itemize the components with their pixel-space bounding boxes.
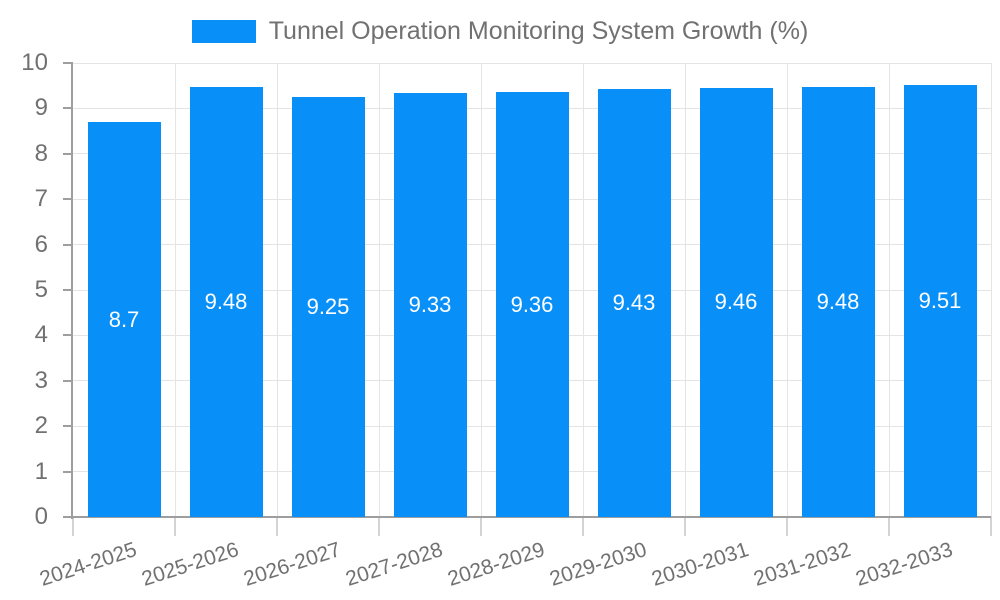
- y-tick: [63, 107, 73, 110]
- bar-value-label: 9.48: [816, 288, 860, 314]
- bar-value-label: 9.25: [306, 294, 350, 320]
- x-tick-label: 2025-2026: [138, 538, 242, 591]
- bar-value-label: 8.7: [108, 306, 140, 332]
- legend-swatch: [191, 19, 256, 43]
- x-tick: [378, 517, 380, 536]
- y-tick: [63, 152, 73, 155]
- bar-value-label: 9.46: [714, 289, 758, 315]
- x-tick: [72, 517, 74, 536]
- gridline-v: [174, 63, 176, 517]
- y-tick: [63, 198, 73, 201]
- chart-legend: Tunnel Operation Monitoring System Growt…: [0, 16, 1000, 46]
- bar: [291, 97, 365, 517]
- gridline-v: [888, 63, 890, 517]
- x-axis-line: [71, 516, 991, 518]
- y-tick: [63, 289, 73, 291]
- x-tick-label: 2029-2030: [546, 538, 650, 591]
- bar-value-label: 9.43: [612, 289, 656, 315]
- y-tick-label: 2: [34, 412, 48, 440]
- x-tick: [582, 517, 584, 536]
- x-tick-label: 2028-2029: [444, 538, 548, 591]
- x-tick-label: 2032-2033: [852, 538, 956, 591]
- gridline-v: [990, 63, 992, 517]
- bar: [597, 88, 671, 517]
- bar: [699, 87, 773, 517]
- y-tick: [63, 470, 73, 473]
- y-tick-label: 7: [34, 185, 48, 213]
- y-tick: [63, 62, 73, 64]
- legend-label: Tunnel Operation Monitoring System Growt…: [268, 17, 809, 45]
- x-tick-label: 2027-2028: [342, 538, 446, 591]
- bar-value-label: 9.48: [204, 288, 248, 314]
- x-tick-label: 2031-2032: [750, 538, 854, 591]
- y-tick: [63, 425, 73, 428]
- y-tick: [63, 516, 73, 518]
- x-tick: [888, 517, 890, 536]
- y-tick: [63, 379, 73, 382]
- y-tick-label: 9: [34, 94, 48, 122]
- gridline-v: [276, 63, 278, 517]
- y-tick-label: 0: [34, 503, 48, 530]
- x-tick-label: 2024-2025: [36, 538, 140, 591]
- bar: [189, 86, 263, 517]
- y-tick-label: 4: [34, 321, 48, 349]
- x-tick: [174, 517, 176, 536]
- bar-value-label: 9.36: [510, 291, 554, 317]
- y-tick-label: 10: [21, 49, 48, 76]
- gridline-v: [582, 63, 584, 517]
- x-tick: [990, 517, 992, 536]
- bar: [87, 122, 161, 517]
- x-tick: [276, 517, 278, 536]
- gridline-h: [73, 62, 991, 64]
- x-tick-label: 2026-2027: [240, 538, 344, 591]
- gridline-v: [684, 63, 686, 517]
- gridline-v: [378, 63, 380, 517]
- gridline-v: [786, 63, 788, 517]
- bar-value-label: 9.33: [408, 292, 452, 318]
- x-tick-label: 2030-2031: [648, 538, 752, 591]
- y-tick: [63, 243, 73, 246]
- y-tick-label: 1: [34, 457, 48, 485]
- x-tick: [786, 517, 788, 536]
- bar: [903, 85, 977, 517]
- y-tick-label: 6: [34, 230, 48, 258]
- y-tick-label: 3: [34, 366, 48, 394]
- bar-value-label: 9.51: [918, 288, 962, 314]
- bar: [495, 92, 569, 517]
- bar: [801, 86, 875, 517]
- y-tick: [63, 334, 73, 337]
- gridline-v: [480, 63, 482, 517]
- y-tick-label: 5: [34, 276, 48, 303]
- y-axis-line: [71, 63, 73, 519]
- y-tick-label: 8: [34, 139, 48, 167]
- bar: [393, 93, 467, 517]
- x-tick: [480, 517, 482, 536]
- x-tick: [684, 517, 686, 536]
